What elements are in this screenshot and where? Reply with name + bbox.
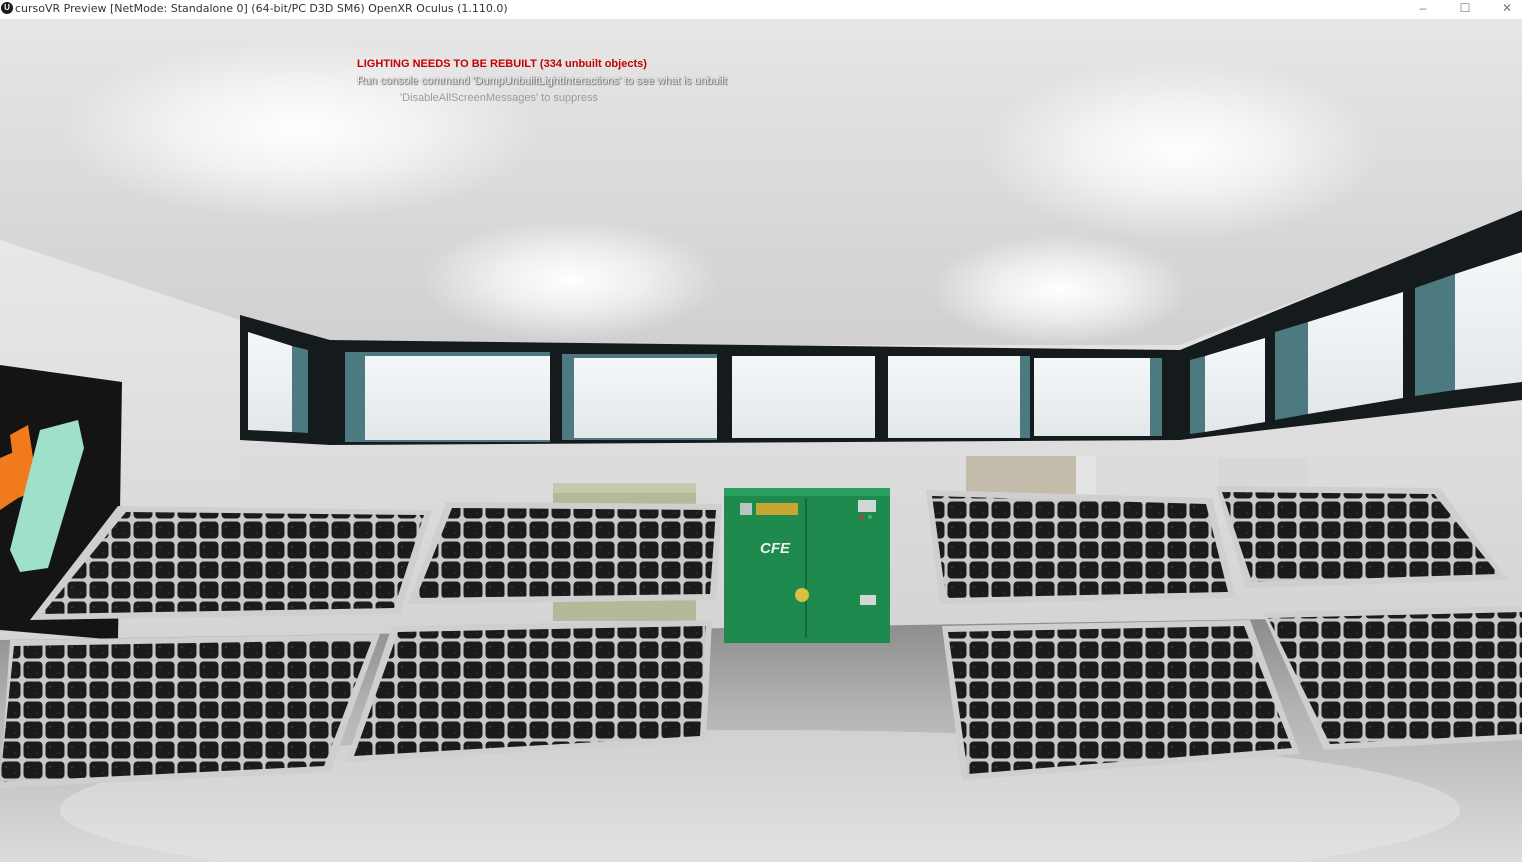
suppress-messages-hint: 'DisableAllScreenMessages' to suppress [400, 92, 599, 104]
window-titlebar: U cursoVR Preview [NetMode: Standalone 0… [0, 0, 1522, 20]
lighting-rebuild-warning: LIGHTING NEEDS TO BE REBUILT (334 unbuil… [357, 58, 647, 70]
console-command-hint: Run console command 'DumpUnbuiltLightInt… [357, 75, 727, 87]
minimize-button[interactable]: – [1419, 1, 1427, 15]
unreal-engine-icon: U [1, 2, 13, 14]
window-title: cursoVR Preview [NetMode: Standalone 0] … [15, 2, 508, 15]
game-viewport[interactable]: CFE LIGHTING NEEDS TO BE REBUILT (334 un… [0, 20, 1522, 862]
maximize-button[interactable]: ☐ [1459, 1, 1471, 15]
close-button[interactable]: ✕ [1501, 1, 1513, 15]
cabinet-cfe-label: CFE [760, 540, 790, 557]
scene-render [0, 20, 1522, 862]
